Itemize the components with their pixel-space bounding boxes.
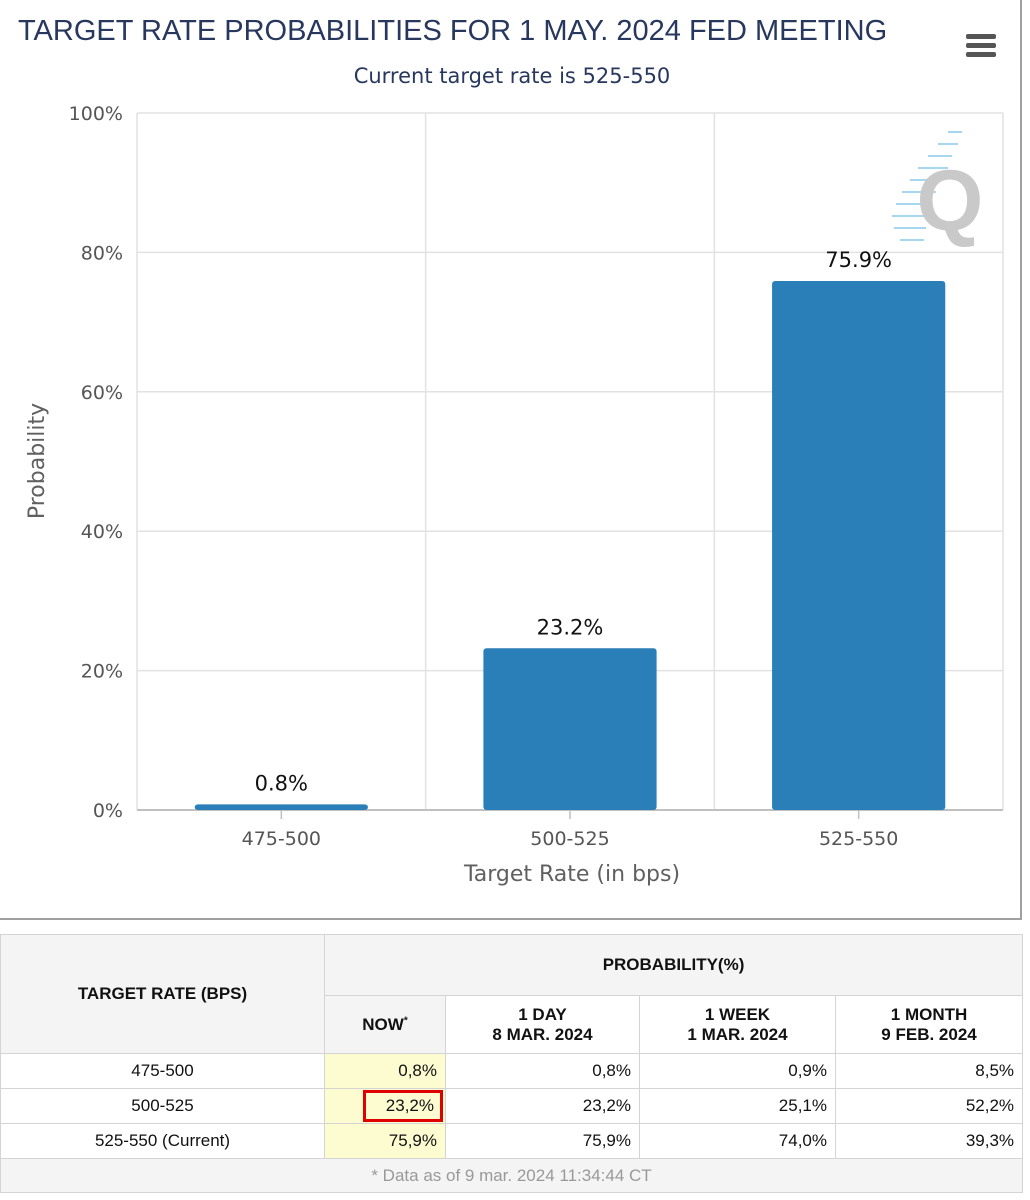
probability-table: TARGET RATE (BPS) PROBABILITY(%) NOW* 1 … [0,934,1024,1193]
footnote-row: * Data as of 9 mar. 2024 11:34:44 CT [0,1158,1024,1193]
chart-title: TARGET RATE PROBABILITIES FOR 1 MAY. 202… [18,15,887,47]
x-axis-title: Target Rate (in bps) [463,862,680,887]
value-cell: 39,3% [834,1123,1024,1159]
col-header-1-week: 1 WEEK 1 MAR. 2024 [639,995,836,1054]
y-tick-label: 80% [81,242,123,264]
now-value-cell: 0,8% [324,1053,446,1089]
y-axis-ticks: 0% 20% 40% 60% 80% 100% [69,103,123,822]
bar-data-label: 75.9% [825,248,892,272]
table-row: 500-525 23,2% 23,2% 25,1% 52,2% [0,1088,1024,1124]
watermark-text: Q [917,153,984,249]
x-tick-label: 500-525 [530,828,609,850]
value-cell: 0,8% [445,1053,640,1089]
chart-menu-button[interactable] [960,28,1000,64]
bar [483,648,657,810]
highlight-box: 23,2% [362,1090,443,1122]
watermark-logo: Q [892,131,984,249]
hamburger-icon [966,43,996,48]
bar [772,280,946,810]
value-cell: 75,9% [445,1123,640,1159]
y-tick-label: 0% [93,800,123,822]
col-header-now: NOW* [324,995,446,1054]
hamburger-icon [966,52,996,57]
value-cell: 52,2% [834,1088,1024,1124]
value-cell: 0,9% [639,1053,836,1089]
y-tick-label: 100% [69,103,123,125]
rate-cell: 525-550 (Current) [0,1123,325,1159]
bar-data-label: 23.2% [537,615,604,639]
hamburger-icon [966,34,996,39]
y-tick-label: 40% [81,521,123,543]
bar [194,804,368,810]
rate-cell: 475-500 [0,1053,325,1089]
value-cell: 74,0% [639,1123,836,1159]
col-header-1-month: 1 MONTH 9 FEB. 2024 [834,995,1024,1054]
y-axis-title: Probability [25,403,50,519]
table-row: 475-500 0,8% 0,8% 0,9% 8,5% [0,1053,1024,1089]
bar-chart: TARGET RATE PROBABILITIES FOR 1 MAY. 202… [18,15,1004,887]
now-value-cell-highlighted: 23,2% [324,1088,446,1124]
x-axis-ticks: 475-500 500-525 525-550 [242,810,898,850]
probability-header: PROBABILITY(%) [323,934,1024,996]
chart-subtitle: Current target rate is 525-550 [354,64,671,88]
chart-panel: TARGET RATE PROBABILITIES FOR 1 MAY. 202… [0,0,1022,920]
x-tick-label: 475-500 [242,828,321,850]
data-labels: 0.8% 23.2% 75.9% [255,248,892,795]
bars [194,280,946,810]
rate-cell: 500-525 [0,1088,325,1124]
footnote: * Data as of 9 mar. 2024 11:34:44 CT [0,1158,1024,1193]
y-tick-label: 20% [81,661,123,683]
y-tick-label: 60% [81,382,123,404]
value-cell: 23,2% [445,1088,640,1124]
rate-column-header: TARGET RATE (BPS) [0,934,325,1054]
bar-data-label: 0.8% [255,771,308,795]
col-header-1-day: 1 DAY 8 MAR. 2024 [445,995,640,1054]
table-row: 525-550 (Current) 75,9% 75,9% 74,0% 39,3… [0,1123,1024,1159]
value-cell: 8,5% [834,1053,1024,1089]
value-cell: 25,1% [639,1088,836,1124]
now-value-cell: 75,9% [324,1123,446,1159]
x-tick-label: 525-550 [819,828,898,850]
